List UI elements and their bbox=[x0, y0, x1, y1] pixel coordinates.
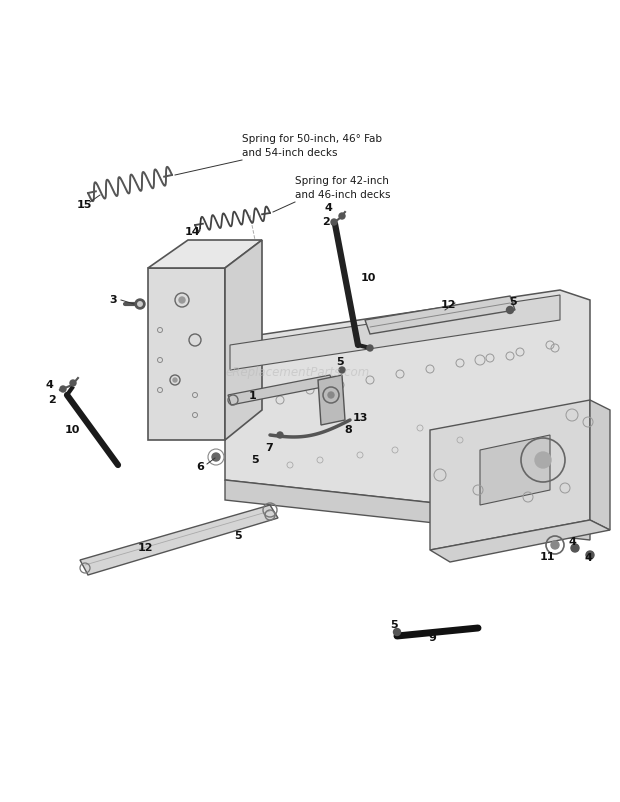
Circle shape bbox=[138, 302, 142, 306]
Polygon shape bbox=[430, 520, 610, 562]
Polygon shape bbox=[430, 400, 590, 550]
Text: 5: 5 bbox=[251, 455, 259, 465]
Circle shape bbox=[212, 453, 220, 461]
Circle shape bbox=[179, 297, 185, 303]
Circle shape bbox=[586, 551, 594, 559]
Circle shape bbox=[394, 629, 401, 635]
Text: 1: 1 bbox=[249, 391, 257, 401]
Circle shape bbox=[339, 213, 345, 219]
Polygon shape bbox=[365, 296, 515, 334]
Text: 5: 5 bbox=[234, 531, 242, 541]
Text: 7: 7 bbox=[265, 443, 273, 453]
Circle shape bbox=[551, 541, 559, 549]
Text: 11: 11 bbox=[539, 552, 555, 562]
Text: 12: 12 bbox=[137, 543, 153, 553]
Circle shape bbox=[135, 299, 145, 309]
Circle shape bbox=[70, 380, 76, 386]
Circle shape bbox=[571, 544, 579, 552]
Text: 5: 5 bbox=[390, 620, 398, 630]
Polygon shape bbox=[148, 268, 225, 440]
Polygon shape bbox=[480, 435, 550, 505]
Polygon shape bbox=[80, 505, 278, 575]
Text: 4: 4 bbox=[568, 537, 576, 547]
Text: 15: 15 bbox=[76, 200, 92, 210]
Polygon shape bbox=[148, 240, 262, 268]
Text: 13: 13 bbox=[352, 413, 368, 423]
Text: 2: 2 bbox=[322, 217, 330, 227]
Text: 5: 5 bbox=[509, 297, 517, 307]
Circle shape bbox=[367, 345, 373, 351]
Polygon shape bbox=[318, 375, 345, 425]
Polygon shape bbox=[230, 295, 560, 370]
Text: eReplacementParts.com: eReplacementParts.com bbox=[226, 367, 370, 379]
Text: 8: 8 bbox=[344, 425, 352, 435]
Circle shape bbox=[339, 367, 345, 373]
Circle shape bbox=[328, 392, 334, 398]
Text: Spring for 50-inch, 46° Fab
and 54-inch decks: Spring for 50-inch, 46° Fab and 54-inch … bbox=[242, 134, 382, 158]
Text: 9: 9 bbox=[428, 633, 436, 643]
Circle shape bbox=[60, 386, 66, 392]
Text: Spring for 42-inch
and 46-inch decks: Spring for 42-inch and 46-inch decks bbox=[295, 176, 391, 200]
Polygon shape bbox=[590, 400, 610, 530]
Circle shape bbox=[507, 306, 513, 314]
Polygon shape bbox=[225, 480, 590, 540]
Polygon shape bbox=[228, 375, 333, 405]
Text: 4: 4 bbox=[45, 380, 53, 390]
Polygon shape bbox=[225, 240, 262, 440]
Text: 4: 4 bbox=[324, 203, 332, 213]
Circle shape bbox=[173, 378, 177, 382]
Circle shape bbox=[331, 219, 337, 225]
Text: 14: 14 bbox=[185, 227, 201, 237]
Circle shape bbox=[277, 432, 283, 438]
Text: 4: 4 bbox=[584, 553, 592, 563]
Text: 12: 12 bbox=[440, 300, 456, 310]
Text: 3: 3 bbox=[109, 295, 117, 305]
Polygon shape bbox=[225, 290, 590, 520]
Text: 2: 2 bbox=[48, 395, 56, 405]
Text: 6: 6 bbox=[196, 462, 204, 472]
Text: 5: 5 bbox=[336, 357, 344, 367]
Text: 10: 10 bbox=[360, 273, 376, 283]
Text: 10: 10 bbox=[64, 425, 80, 435]
Circle shape bbox=[535, 452, 551, 468]
